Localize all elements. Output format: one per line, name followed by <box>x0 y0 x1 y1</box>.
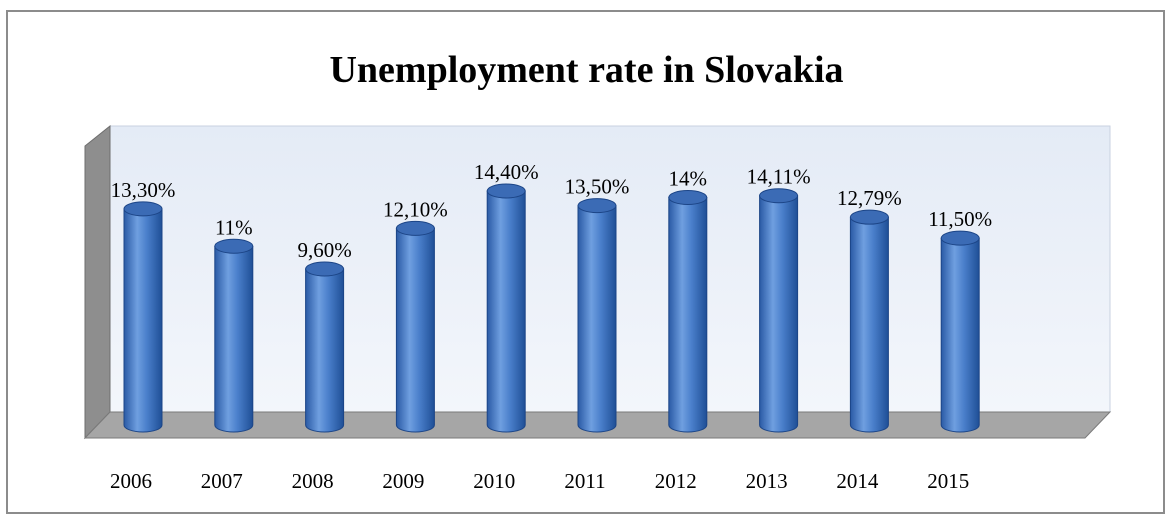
bar-2015 <box>940 237 980 433</box>
x-tick-label-2011: 2011 <box>564 469 605 493</box>
x-tick-labels-layer: 2006 2007 2008 2009 2010 2011 2012 2013 2014 2015 <box>110 469 969 493</box>
bar-top-2006 <box>123 201 163 217</box>
bar-2013 <box>759 195 799 433</box>
bar-top-2014 <box>849 209 889 225</box>
bars-layer <box>123 183 980 433</box>
x-tick-label-2008: 2008 <box>292 469 334 493</box>
data-label-2006: 13,30% <box>111 178 176 202</box>
bar-top-2013 <box>759 188 799 204</box>
chart-title: Unemployment rate in Slovakia <box>329 49 844 91</box>
side-wall <box>84 124 111 440</box>
bar-2009 <box>395 227 435 433</box>
data-labels-layer: 13,30% 11% 9,60% 12,10% 14,40% 13,50% 14% 14,11… <box>111 160 993 262</box>
bar-top-2015 <box>940 230 980 246</box>
data-label-2008: 9,60% <box>297 238 351 262</box>
data-label-2011: 13,50% <box>565 175 630 199</box>
data-label-2014: 12,79% <box>837 186 902 210</box>
data-label-2007: 11% <box>215 215 253 239</box>
x-tick-label-2013: 2013 <box>746 469 788 493</box>
bar-top-2011 <box>577 198 617 214</box>
bar-2006 <box>123 208 163 433</box>
data-label-2015: 11,50% <box>928 207 992 231</box>
bar-2007 <box>214 245 254 433</box>
bar-2011 <box>577 205 617 433</box>
x-tick-label-2007: 2007 <box>201 469 243 493</box>
x-tick-label-2006: 2006 <box>110 469 152 493</box>
data-label-2010: 14,40% <box>474 160 539 184</box>
data-label-2013: 14,11% <box>747 165 811 189</box>
bar-2014 <box>849 216 889 433</box>
data-label-2012: 14% <box>669 167 708 191</box>
bar-2012 <box>668 197 708 433</box>
bar-top-2007 <box>214 238 254 254</box>
bar-top-2010 <box>486 183 526 199</box>
bar-top-2012 <box>668 190 708 205</box>
x-tick-label-2010: 2010 <box>473 469 515 493</box>
data-label-2009: 12,10% <box>383 197 448 221</box>
bar-top-2008 <box>305 261 345 277</box>
bar-2008 <box>305 268 345 433</box>
x-tick-label-2012: 2012 <box>655 469 697 493</box>
x-tick-label-2015: 2015 <box>927 469 969 493</box>
bar-top-2009 <box>395 220 435 236</box>
x-tick-label-2014: 2014 <box>836 469 879 493</box>
x-tick-label-2009: 2009 <box>382 469 424 493</box>
bar-2010 <box>486 190 526 433</box>
